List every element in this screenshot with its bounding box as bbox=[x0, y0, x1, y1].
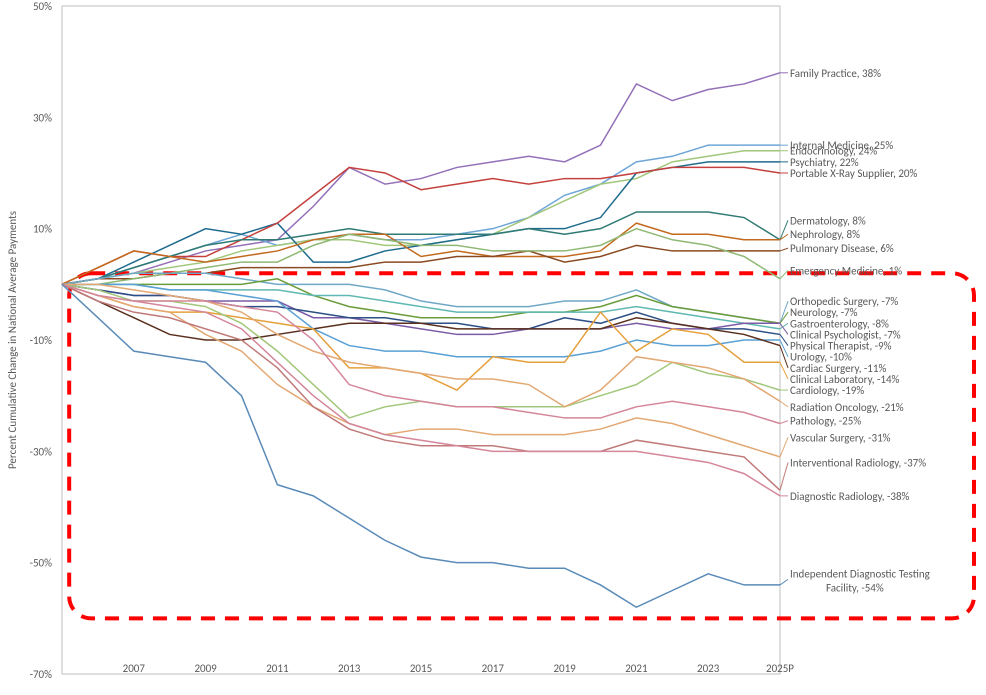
y-tick-label: -30% bbox=[30, 445, 53, 458]
series-label: Pulmonary Disease, 6% bbox=[790, 242, 894, 255]
y-axis-title: Percent Cumulative Change in National Av… bbox=[6, 211, 19, 469]
y-tick-label: -10% bbox=[30, 334, 53, 347]
series-label: Pathology, -25% bbox=[790, 415, 861, 428]
series-label: Nephrology, 8% bbox=[790, 228, 860, 241]
series-label: Facility, -54% bbox=[826, 581, 884, 594]
series-label: Interventional Radiology, -37% bbox=[790, 456, 926, 469]
series-line bbox=[62, 73, 780, 285]
label-leader bbox=[780, 312, 788, 323]
series-line bbox=[62, 167, 780, 284]
series-line bbox=[62, 284, 780, 457]
label-leader bbox=[780, 301, 788, 323]
y-tick-label: -70% bbox=[30, 668, 53, 681]
x-tick-label: 2017 bbox=[482, 662, 505, 675]
series-line bbox=[62, 284, 780, 390]
series-label: Portable X-Ray Supplier, 20% bbox=[790, 167, 918, 180]
series-line bbox=[62, 151, 780, 285]
plot-area bbox=[62, 6, 780, 674]
label-leader bbox=[780, 323, 788, 334]
series-line bbox=[62, 284, 780, 496]
x-tick-label: 2007 bbox=[123, 662, 146, 675]
label-leader bbox=[780, 401, 788, 407]
chart-container: -70% -50% -30% -10% 10% 30% 50% Percent Cumulat… bbox=[0, 0, 986, 695]
series-line bbox=[62, 284, 780, 334]
label-leader bbox=[780, 334, 788, 345]
series-label: Family Practice, 38% bbox=[790, 67, 881, 80]
chart-svg: -70% -50% -30% -10% 10% 30% 50% Percent Cumulat… bbox=[0, 0, 986, 695]
label-leader bbox=[780, 579, 788, 585]
x-tick-label: 2015 bbox=[410, 662, 432, 675]
series-line bbox=[62, 145, 780, 284]
x-tick-label: 2021 bbox=[625, 662, 648, 675]
label-leader bbox=[780, 248, 788, 251]
y-tick-label: 30% bbox=[33, 111, 52, 124]
series-line bbox=[62, 245, 780, 284]
x-tick-label: 2023 bbox=[697, 662, 720, 675]
x-tick-label: 2025P bbox=[766, 662, 794, 675]
label-leader bbox=[780, 270, 788, 278]
y-tick-label: -50% bbox=[30, 557, 53, 570]
series-label: Dermatology, 8% bbox=[790, 214, 866, 227]
y-tick-label: 10% bbox=[33, 223, 52, 236]
x-tick-label: 2009 bbox=[194, 662, 217, 675]
label-leader bbox=[780, 437, 788, 456]
series-line bbox=[62, 273, 780, 323]
label-leader bbox=[780, 462, 788, 490]
series-label: Diagnostic Radiology, -38% bbox=[790, 490, 910, 503]
series-line bbox=[62, 284, 780, 423]
series-line bbox=[62, 284, 780, 490]
series-label: Emergency Medicine, 1% bbox=[790, 264, 902, 277]
x-tick-label: 2019 bbox=[553, 662, 576, 675]
x-tick-label: 2011 bbox=[266, 662, 289, 675]
series-label: Cardiology, -19% bbox=[790, 384, 864, 397]
series-line bbox=[62, 284, 780, 345]
series-label: Radiation Oncology, -21% bbox=[790, 401, 904, 414]
series-label: Vascular Surgery, -31% bbox=[790, 431, 891, 444]
x-tick-label: 2013 bbox=[338, 662, 361, 675]
series-line bbox=[62, 162, 780, 284]
y-tick-label: 50% bbox=[33, 0, 52, 13]
series-label: Independent Diagnostic Testing bbox=[790, 567, 930, 580]
label-leader bbox=[780, 421, 788, 424]
series-line bbox=[62, 284, 780, 334]
